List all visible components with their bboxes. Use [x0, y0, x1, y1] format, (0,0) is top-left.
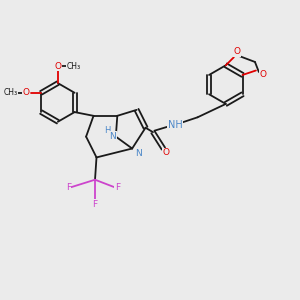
Text: O: O: [260, 70, 267, 79]
Text: O: O: [23, 88, 30, 97]
Text: CH₃: CH₃: [66, 62, 80, 71]
Text: F: F: [66, 183, 71, 192]
Text: O: O: [54, 62, 61, 71]
Text: N: N: [110, 131, 116, 140]
Text: N: N: [135, 149, 142, 158]
Text: F: F: [92, 200, 98, 209]
Text: O: O: [234, 47, 241, 56]
Text: NH: NH: [168, 120, 183, 130]
Text: H: H: [104, 126, 110, 135]
Text: F: F: [115, 183, 120, 192]
Text: O: O: [162, 148, 169, 158]
Text: CH₃: CH₃: [3, 88, 17, 97]
